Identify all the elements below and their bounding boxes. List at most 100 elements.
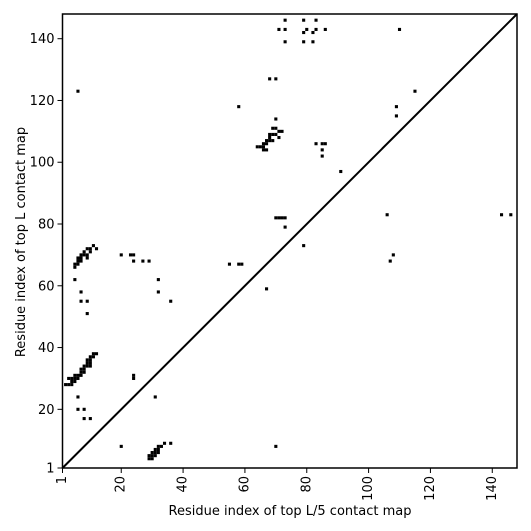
contact-point [397,27,402,31]
contact-point [73,265,77,269]
contact-point [79,290,83,294]
contact-point [150,451,154,455]
contact-point [274,126,278,130]
contact-point [255,145,259,149]
contact-point [509,213,513,217]
contact-point [240,262,244,266]
contact-point [156,278,160,282]
contact-point [156,447,160,452]
contact-point [132,253,136,257]
contact-point [79,299,83,303]
contact-point [88,417,92,421]
contact-point [283,40,287,44]
contact-point [67,376,71,380]
contact-point [283,225,287,229]
contact-point [394,105,398,109]
contact-point [159,444,163,448]
contact-point [499,213,504,217]
y-tick-label: 60 [38,279,55,294]
contact-point [261,142,266,146]
contact-point [79,367,83,371]
contact-point [271,126,275,130]
contact-point [85,358,89,362]
contact-point [156,444,160,448]
contact-point [91,355,95,359]
contact-point [227,262,232,266]
contact-point [268,77,272,81]
contact-point [70,376,74,380]
contact-point [305,27,309,31]
contact-point [153,454,157,458]
contact-point [88,364,92,368]
contact-points [64,18,513,461]
contact-point [258,145,262,149]
contact-point [73,278,77,282]
contact-point [150,454,154,458]
contact-point [132,259,136,263]
contact-point [314,142,318,146]
contact-point [141,259,145,263]
contact-point [73,262,77,266]
y-tick-label: 20 [38,403,55,418]
x-tick-label: 80 [299,476,314,493]
y-tick-label: 40 [38,341,55,356]
contact-point [85,247,89,251]
contact-point [394,114,398,118]
contact-point [76,259,80,263]
contact-point [119,253,123,257]
contact-point [128,253,133,257]
contact-point [82,407,86,411]
y-tick-label: 140 [30,32,55,47]
contact-point [88,361,92,365]
contact-point [147,454,151,458]
contact-point [153,451,157,455]
contact-point [150,457,154,461]
contact-point [274,216,278,220]
contact-point [320,142,324,146]
contact-point [132,373,136,377]
x-tick-label: 100 [361,476,376,501]
contact-point [91,352,95,356]
contact-point [237,262,241,266]
contact-point [265,142,269,146]
contact-point [76,262,80,266]
contact-point [268,135,272,140]
contact-point [73,379,77,384]
y-tick-label: 100 [30,156,55,171]
contact-point [388,259,392,263]
contact-point [385,213,389,217]
contact-point [82,364,86,368]
contact-point [413,89,417,93]
contact-point [94,352,99,356]
contact-point [280,216,284,220]
contact-point [76,376,80,380]
contact-point [76,373,80,377]
x-tick-label: 140 [485,476,500,501]
y-tick-label: 120 [30,94,55,109]
contact-point [314,18,318,22]
contact-point [277,135,281,140]
contact-point [237,105,241,109]
x-tick-label: 120 [423,476,438,501]
x-tick-label: 20 [114,476,129,493]
contact-point [274,132,278,136]
contact-point [85,364,89,368]
contact-point [70,379,74,384]
contact-point [88,358,92,362]
contact-point [82,370,86,374]
contact-point [265,139,269,143]
contact-point [339,169,343,174]
contact-point [311,40,315,44]
contact-point [153,395,157,399]
contact-point [70,383,74,387]
contact-point [64,383,68,387]
contact-point [82,253,86,257]
plot-frame [61,13,518,469]
contact-point [147,457,151,461]
contact-point [79,373,83,377]
contact-point [169,299,173,303]
contact-point [88,355,92,359]
contact-point [391,253,395,257]
contact-point [302,18,306,22]
